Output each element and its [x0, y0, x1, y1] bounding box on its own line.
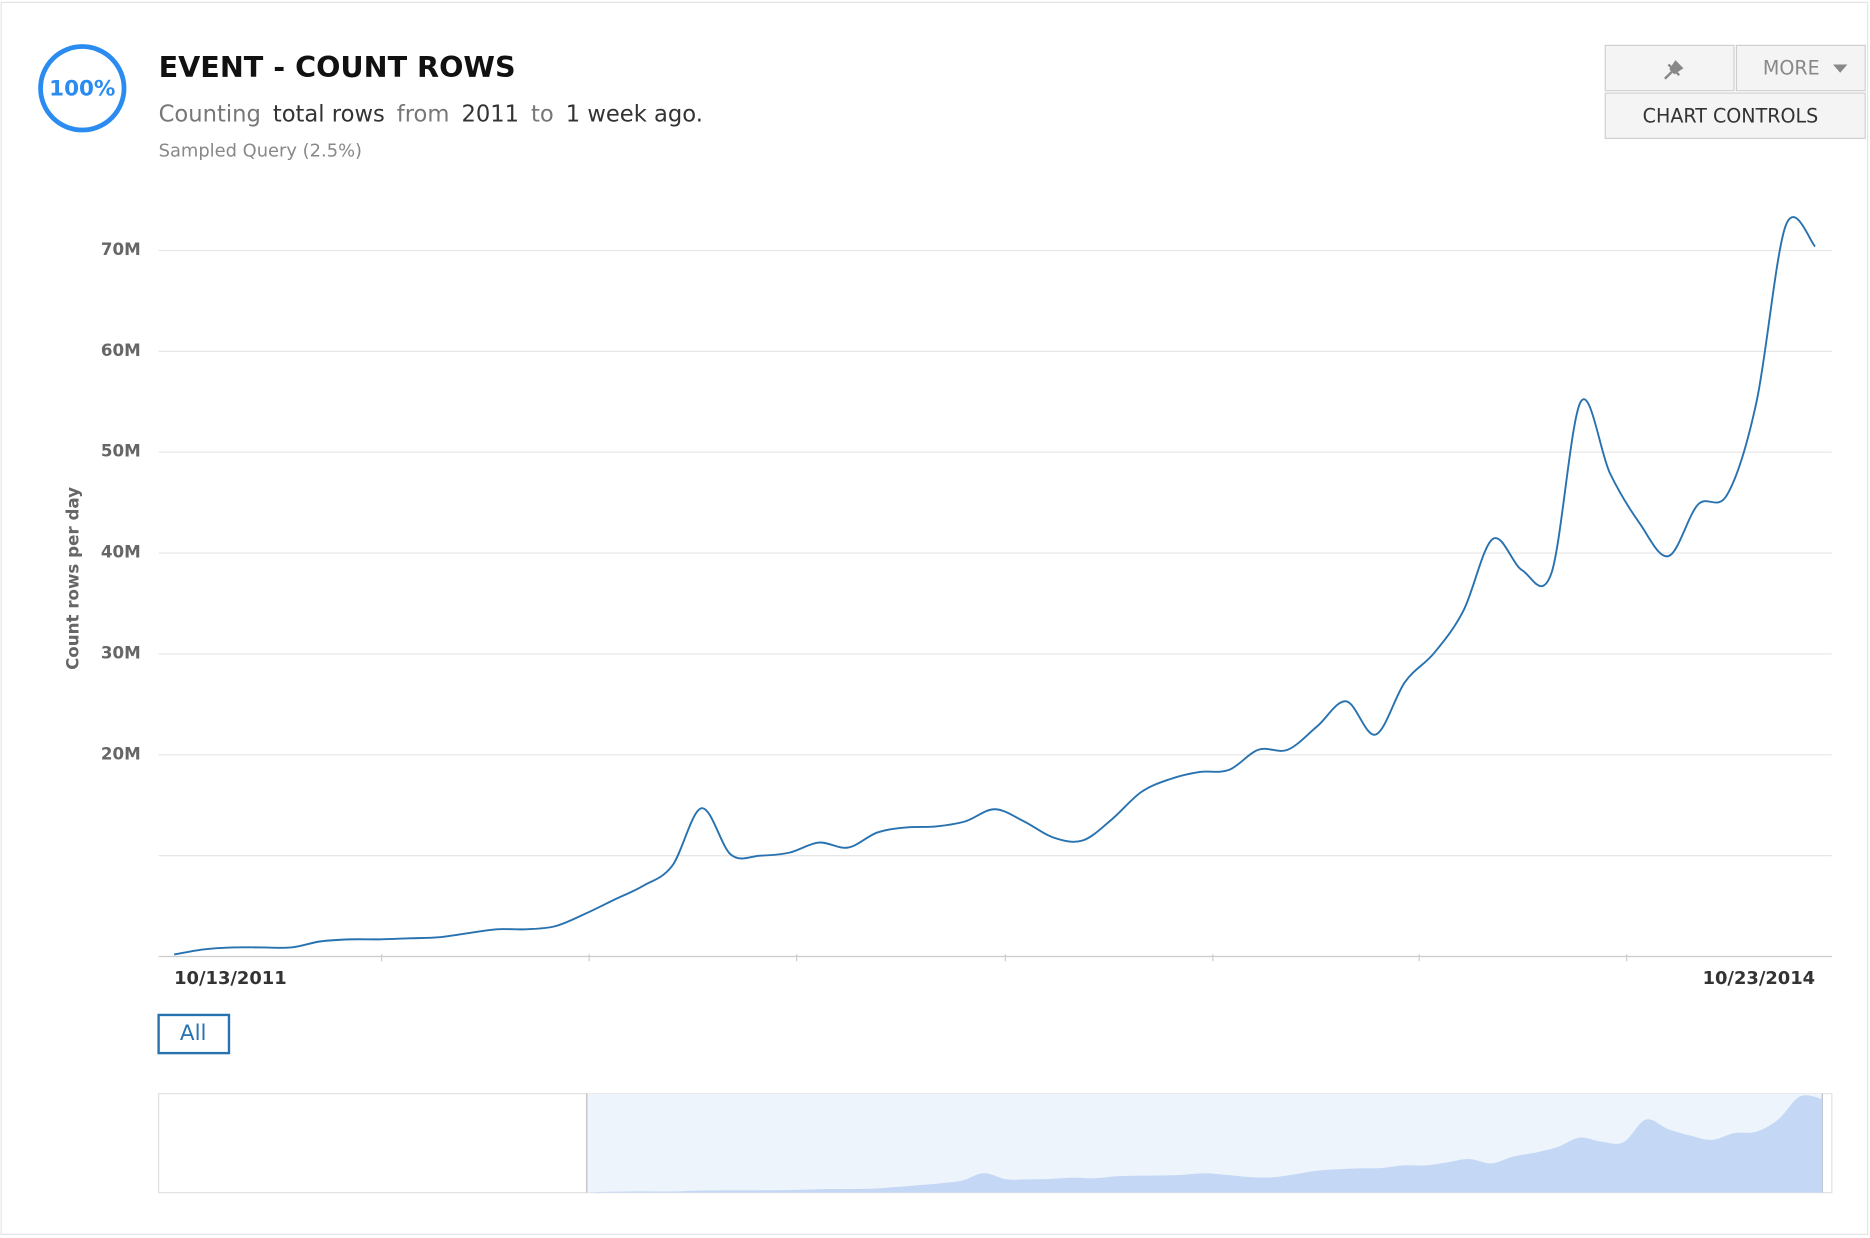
sampled-note: Sampled Query (2.5%)	[159, 141, 362, 162]
subtitle-part: Counting	[159, 101, 261, 127]
y-tick-label: 60M	[101, 341, 141, 360]
dropdown-caret	[1833, 64, 1848, 73]
chart-controls-label: CHART CONTROLS	[1643, 105, 1819, 127]
x-axis-ticks	[381, 954, 1628, 962]
y-tick-label: 20M	[101, 744, 141, 763]
subtitle-part: 2011	[461, 101, 519, 127]
x-tick-label: 10/23/2014	[1703, 968, 1816, 989]
progress-badge	[38, 44, 127, 133]
chart-controls-button[interactable]	[1604, 92, 1866, 139]
x-tick-label: 10/13/2011	[174, 968, 287, 989]
y-tick-label: 30M	[101, 643, 141, 662]
range-all-label: All	[180, 1021, 207, 1046]
navigator-area	[586, 1095, 1823, 1193]
subtitle-part: 1 week ago.	[566, 101, 703, 127]
pin-icon	[1664, 60, 1684, 80]
subtitle-part: from	[397, 101, 450, 127]
range-all-button[interactable]	[157, 1013, 231, 1055]
more-label: MORE	[1763, 58, 1820, 80]
y-axis-label: Count rows per day	[63, 487, 82, 670]
subtitle-part: total rows	[273, 101, 385, 127]
subtitle: Counting total rows from 2011 to 1 week …	[159, 101, 703, 127]
title: EVENT - COUNT ROWS	[159, 50, 516, 84]
y-tick-label: 50M	[101, 442, 141, 461]
pin-button[interactable]	[1604, 44, 1735, 92]
y-tick-label: 70M	[101, 240, 141, 259]
subtitle-part: to	[531, 101, 554, 127]
data-line	[173, 216, 1816, 956]
badge-text: 100%	[49, 76, 115, 101]
y-tick-label: 40M	[101, 543, 141, 562]
